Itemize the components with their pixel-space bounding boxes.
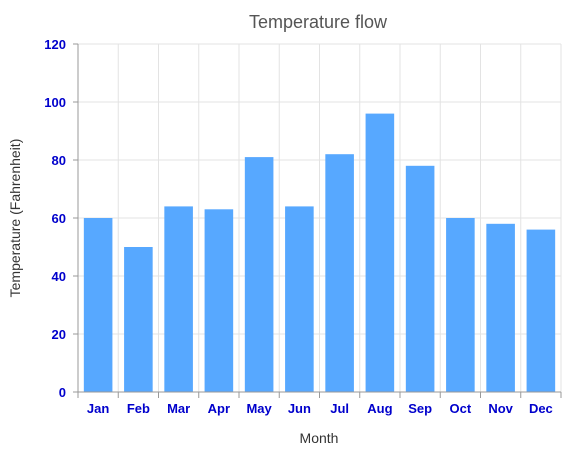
y-tick-label: 0 (59, 385, 66, 400)
bar-aug[interactable] (365, 113, 395, 392)
y-tick-label: 100 (44, 95, 66, 110)
y-tick-label: 40 (52, 269, 66, 284)
x-tick-label: Mar (167, 401, 190, 416)
grid (77, 43, 562, 392)
y-tick-label: 80 (52, 153, 66, 168)
y-tick-labels: 0 20 40 60 80 100 120 (44, 37, 66, 400)
bar-dec[interactable] (526, 229, 556, 392)
x-tick-labels: Jan Feb Mar Apr May Jun Jul Aug Sep Oct Nov Dec (87, 401, 553, 416)
bar-apr[interactable] (204, 209, 234, 392)
bar-may[interactable] (244, 157, 274, 392)
chart-title: Temperature flow (249, 12, 388, 32)
bars (83, 113, 556, 392)
bar-nov[interactable] (486, 223, 515, 392)
y-tick-label: 60 (52, 211, 66, 226)
bar-feb[interactable] (124, 247, 153, 392)
bar-jul[interactable] (325, 154, 354, 392)
x-tick-label: Jun (288, 401, 311, 416)
bar-jan[interactable] (83, 218, 113, 392)
y-tick-label: 20 (52, 327, 66, 342)
y-axis-title: Temperature (Fahrenheit) (7, 139, 23, 298)
x-tick-label: Sep (408, 401, 432, 416)
bar-oct[interactable] (446, 218, 475, 392)
x-tick-label: Nov (488, 401, 513, 416)
axes (73, 43, 562, 398)
x-tick-label: May (246, 401, 272, 416)
x-tick-label: Jan (87, 401, 109, 416)
x-tick-label: Jul (330, 401, 349, 416)
bar-sep[interactable] (405, 165, 435, 392)
x-tick-label: Oct (450, 401, 472, 416)
x-axis-title: Month (300, 430, 339, 446)
x-tick-label: Apr (208, 401, 230, 416)
x-tick-label: Feb (127, 401, 150, 416)
bar-mar[interactable] (164, 206, 193, 392)
bar-jun[interactable] (285, 206, 314, 392)
x-tick-label: Dec (529, 401, 553, 416)
x-tick-label: Aug (367, 401, 392, 416)
y-tick-label: 120 (44, 37, 66, 52)
